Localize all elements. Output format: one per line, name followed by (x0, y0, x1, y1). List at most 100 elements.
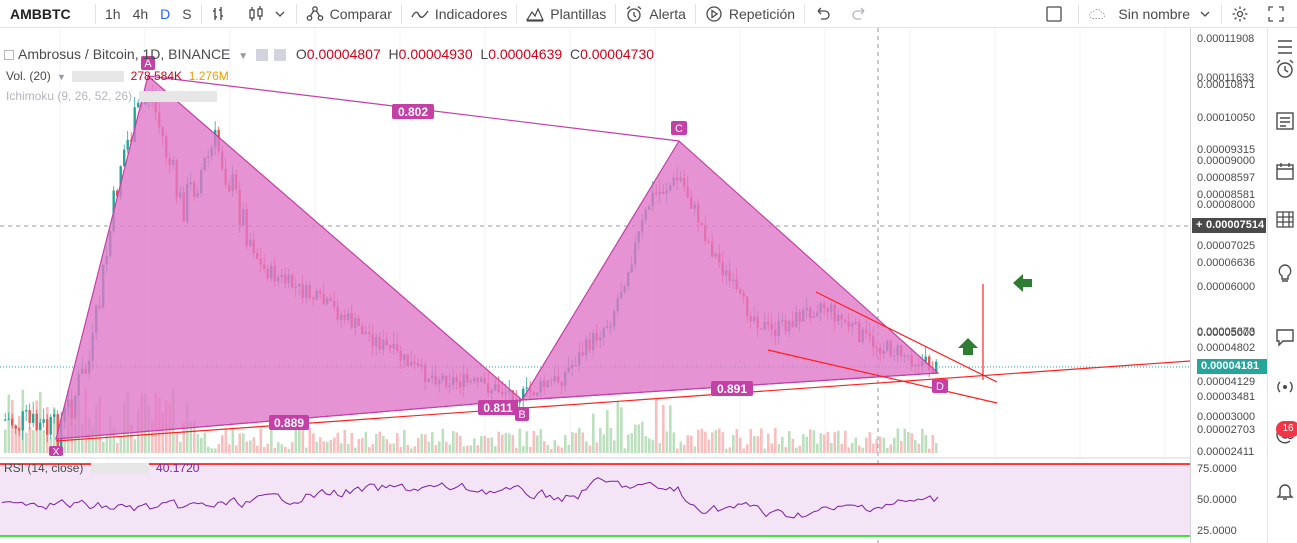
plus-icon: + (1196, 219, 1203, 231)
volume-bar (805, 436, 809, 453)
data-window-button[interactable] (1274, 110, 1296, 132)
candle-body (525, 387, 528, 389)
pattern-triangle-bcd[interactable] (520, 140, 940, 401)
up-arrow-marker[interactable] (958, 338, 978, 355)
replay-button[interactable]: Repetición (699, 0, 801, 28)
volume-bar (693, 446, 697, 453)
price-tick: 0.00003000 (1197, 411, 1256, 423)
legend-controls-icon[interactable] (139, 91, 218, 103)
volume-bar (707, 439, 711, 453)
candle-body (25, 410, 28, 412)
interval-4h[interactable]: 4h (132, 5, 149, 22)
volume-bar (749, 429, 753, 453)
streams-button[interactable] (1274, 376, 1296, 398)
volume-bar (256, 445, 259, 453)
legend-chevron-icon[interactable]: ▼ (238, 51, 249, 62)
volume-bar (931, 434, 935, 453)
volume-bar (326, 441, 329, 453)
volume-bar (721, 432, 725, 453)
price-axis[interactable]: 0.00011908 0.00011633 0.00010871 0.00010050… (1190, 28, 1267, 543)
notifications-button[interactable] (1274, 480, 1296, 502)
pattern-triangle-xab[interactable] (55, 74, 524, 440)
volume-bar (476, 445, 480, 453)
screener-button[interactable] (1274, 208, 1296, 230)
top-toolbar: AMBBTC 1h 4h D S Comparar Indicadores Pl… (0, 0, 1297, 28)
interval-s[interactable]: S (182, 5, 192, 22)
point-label-d: D (932, 379, 948, 393)
main-legend: Ambrosus / Bitcoin, 1D, BINANCE ▼ O0.000… (4, 46, 654, 62)
symbol-search[interactable]: AMBBTC (10, 5, 71, 22)
compare-button[interactable]: Comparar (300, 0, 398, 28)
volume-bar (602, 434, 606, 453)
volume-bar (431, 432, 434, 453)
fullscreen-layout-button[interactable] (1039, 0, 1075, 28)
volume-bar (49, 438, 53, 453)
fullscreen-button[interactable] (1261, 0, 1297, 28)
volume-bar (637, 424, 641, 453)
candle-body (42, 419, 45, 423)
candle-body (53, 414, 56, 417)
indicators-button[interactable]: Indicadores (405, 0, 513, 28)
volume-bar (903, 428, 907, 453)
alert-button[interactable]: Alerta (619, 0, 692, 28)
legend-controls-icon[interactable] (72, 71, 125, 83)
volume-bar (620, 407, 623, 453)
candle-body (32, 413, 35, 423)
left-arrow-marker[interactable] (1013, 274, 1032, 292)
volume-bar (630, 433, 634, 453)
legend-hide-icon[interactable] (273, 49, 286, 62)
pane-toggle-icon[interactable] (4, 50, 14, 61)
candles-button[interactable] (241, 0, 293, 28)
undo-button[interactable] (808, 0, 844, 28)
volume-bar (546, 445, 550, 453)
volume-bar (291, 442, 294, 453)
volume-bar (861, 447, 865, 453)
volume-bar (532, 431, 536, 453)
legend-controls-icon[interactable] (90, 463, 149, 475)
volume-bar (739, 437, 742, 453)
layout-name-button[interactable]: Sin nombre (1082, 0, 1218, 28)
volume-bar (322, 441, 326, 453)
settings-button[interactable] (1225, 0, 1261, 28)
alerts-panel-button[interactable] (1274, 58, 1296, 80)
volume-bar (434, 445, 438, 453)
redo-button[interactable] (844, 0, 880, 28)
volume-bar (802, 434, 805, 453)
candle-body (133, 107, 136, 142)
legend-settings-icon[interactable] (256, 49, 269, 62)
volume-bar (763, 448, 767, 453)
rsi-value: 40.1720 (156, 461, 200, 475)
volume-bar (193, 420, 196, 453)
candle-body (137, 102, 140, 108)
right-sidebar: 16 (1267, 28, 1297, 543)
wedge-upper-line[interactable] (815, 291, 998, 383)
ideas-button[interactable] (1274, 262, 1296, 284)
volume-bar (224, 428, 228, 453)
wedge-lower-line[interactable] (767, 349, 998, 404)
support-trendline[interactable] (55, 360, 1190, 442)
volume-legend[interactable]: Vol. (20) ▼ 278.584K 1.276M (6, 69, 229, 83)
templates-button[interactable]: Plantillas (520, 0, 612, 28)
volume-bar (690, 435, 693, 453)
volume-bar (469, 445, 473, 453)
divider (615, 3, 617, 24)
ichimoku-legend[interactable]: Ichimoku (9, 26, 52, 26) (6, 89, 218, 103)
rsi-legend[interactable]: RSI (14, close) 40.1720 (4, 461, 199, 475)
volume-bar (700, 428, 704, 453)
volume-bar (735, 429, 739, 453)
rsi-line (1, 477, 939, 519)
calendar-button[interactable] (1274, 160, 1296, 182)
alarm-clock-icon (625, 5, 643, 23)
volume-bar (732, 435, 735, 453)
volume-bar (676, 448, 679, 453)
volume-bar (623, 448, 627, 453)
bar-type-button[interactable] (205, 0, 241, 28)
volume-bar (298, 427, 301, 453)
chart-canvas[interactable]: A X B C D 0.889 0.811 0.802 0.891 (0, 28, 1190, 543)
volume-value-1: 278.584K (130, 69, 183, 83)
watchlist-button[interactable] (1274, 36, 1296, 58)
interval-d[interactable]: D (160, 5, 171, 22)
interval-1h[interactable]: 1h (105, 5, 121, 22)
legend-title[interactable]: Ambrosus / Bitcoin, 1D, BINANCE (18, 46, 231, 62)
chat-button[interactable] (1274, 326, 1296, 348)
